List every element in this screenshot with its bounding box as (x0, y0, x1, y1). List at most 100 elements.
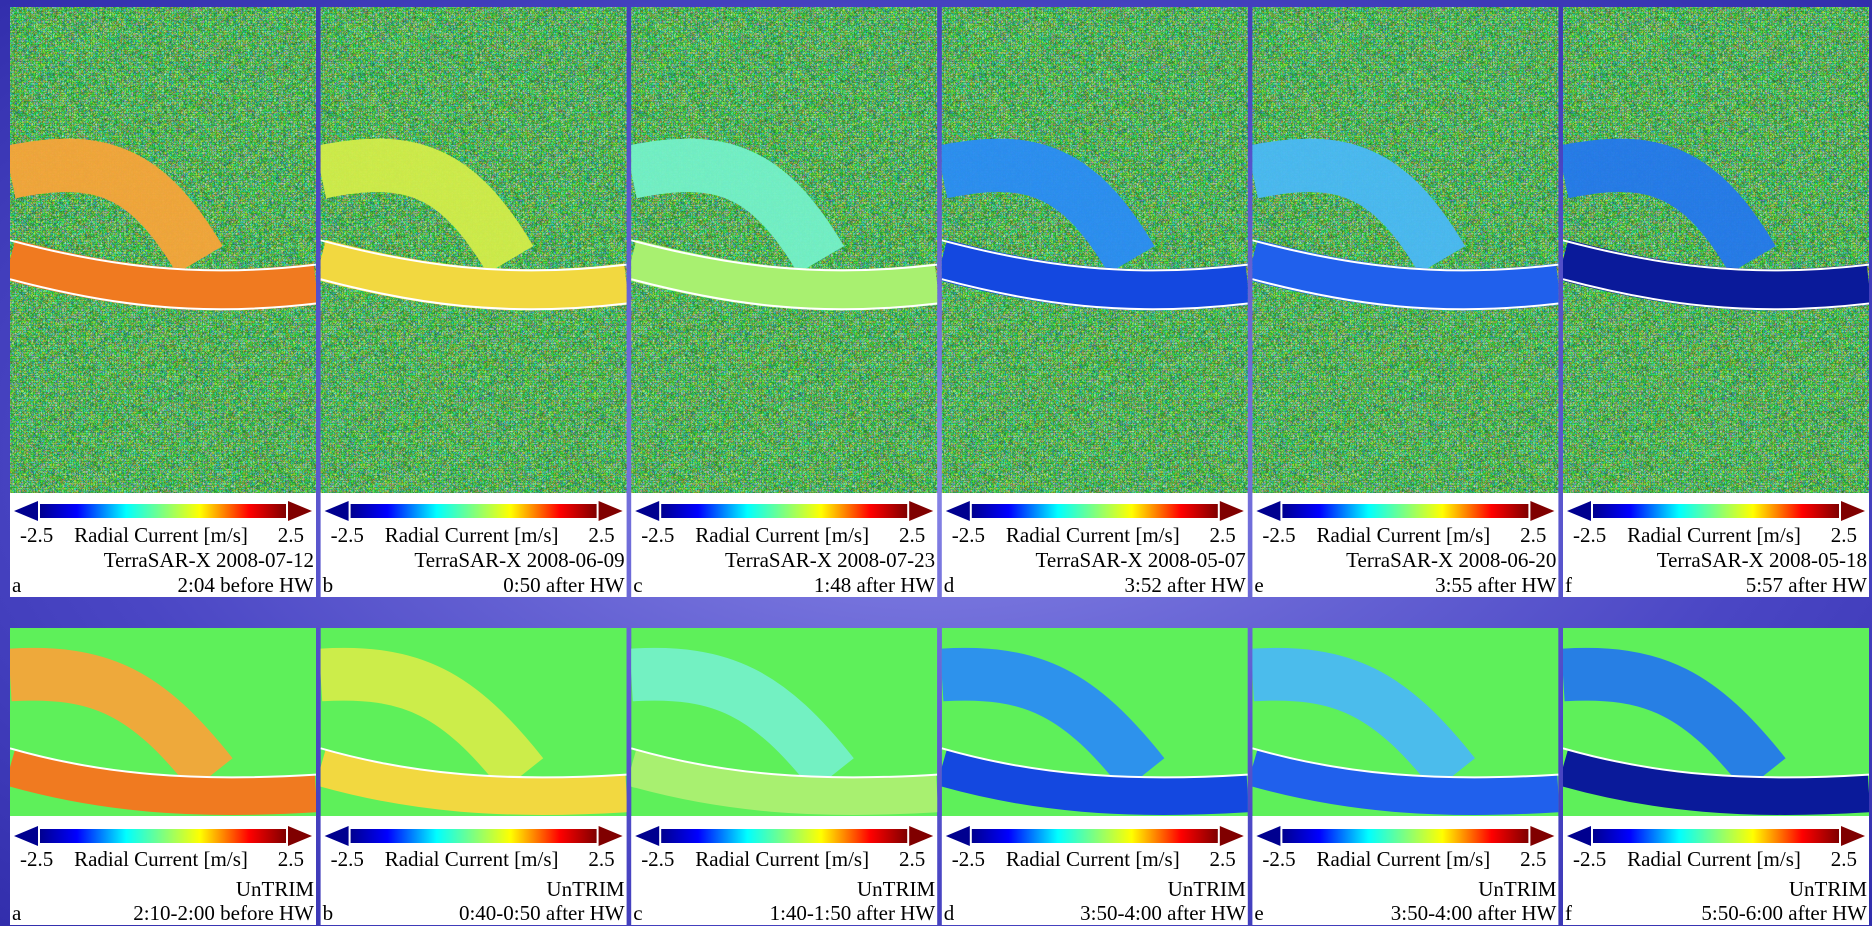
source: TerraSAR-X 2008-07-23 (725, 548, 935, 572)
panel-letter: f (1565, 901, 1572, 925)
colorbar (40, 829, 286, 843)
scale-min: -2.5 (1262, 847, 1295, 871)
time: 3:52 after HW (1125, 573, 1246, 597)
time: 3:50-4:00 after HW (1080, 901, 1246, 925)
panel-image (1252, 628, 1558, 816)
scale-label: Radial Current [m/s] (74, 847, 248, 871)
panel: -2.5 Radial Current [m/s] 2.5TerraSAR-X 20… (10, 7, 316, 597)
scale-label: Radial Current [m/s] (1006, 847, 1180, 871)
panel-image (1252, 7, 1558, 493)
panel-letter: f (1565, 573, 1572, 597)
panel: -2.5 Radial Current [m/s] 2.5 UnTRIM e 3:50-4… (1252, 628, 1558, 925)
source: TerraSAR-X 2008-05-07 (1036, 548, 1246, 572)
scale-min: -2.5 (952, 523, 985, 547)
time: 3:55 after HW (1435, 573, 1556, 597)
time: 1:48 after HW (814, 573, 935, 597)
scale-label: Radial Current [m/s] (1317, 847, 1491, 871)
colorbar (661, 829, 907, 843)
panel-letter: e (1254, 901, 1263, 925)
scale-label: Radial Current [m/s] (1317, 523, 1491, 547)
time: 0:40-0:50 after HW (459, 901, 625, 925)
scale-max: 2.5 (278, 847, 304, 871)
panel-image (631, 628, 937, 816)
source: UnTRIM (1789, 877, 1867, 901)
time: 5:50-6:00 after HW (1701, 901, 1867, 925)
scale-max: 2.5 (1210, 847, 1236, 871)
scale-max: 2.5 (1520, 847, 1546, 871)
scale-max: 2.5 (899, 523, 925, 547)
time: 2:04 before HW (178, 573, 315, 597)
source: UnTRIM (1168, 877, 1246, 901)
colorbar (972, 829, 1218, 843)
scale-min: -2.5 (331, 523, 364, 547)
source: TerraSAR-X 2008-07-12 (104, 548, 314, 572)
source: TerraSAR-X 2008-06-20 (1346, 548, 1556, 572)
panel-letter: d (944, 573, 955, 597)
scale-max: 2.5 (588, 847, 614, 871)
source: UnTRIM (1478, 877, 1556, 901)
figure: -2.5Radial Current [m/s]2.5TerraSAR-X 20… (0, 0, 1872, 926)
scale-label: Radial Current [m/s] (695, 847, 869, 871)
scale-label: Radial Current [m/s] (1627, 847, 1801, 871)
scale-max: 2.5 (1831, 523, 1857, 547)
panel-letter: d (944, 901, 955, 925)
scale-min: -2.5 (20, 523, 53, 547)
colorbar (40, 504, 286, 518)
time: 2:10-2:00 before HW (133, 901, 314, 925)
panel-letter: b (323, 573, 334, 597)
scale-label: Radial Current [m/s] (74, 523, 248, 547)
scale-label: Radial Current [m/s] (695, 523, 869, 547)
colorbar (1282, 504, 1528, 518)
scale-max: 2.5 (1520, 523, 1546, 547)
colorbar (661, 504, 907, 518)
time: 5:57 after HW (1746, 573, 1867, 597)
source: UnTRIM (546, 877, 624, 901)
panel-letter: e (1254, 573, 1263, 597)
panel-letter: b (323, 901, 334, 925)
panel-letter: c (633, 901, 642, 925)
scale-min: -2.5 (1262, 523, 1295, 547)
panel-image (10, 628, 316, 816)
scale-max: 2.5 (278, 523, 304, 547)
scale-label: Radial Current [m/s] (385, 847, 559, 871)
source: TerraSAR-X 2008-06-09 (414, 548, 624, 572)
scale-max: 2.5 (588, 523, 614, 547)
panel-image (942, 7, 1248, 493)
colorbar (1593, 504, 1839, 518)
time: 3:50-4:00 after HW (1391, 901, 1557, 925)
colorbar (351, 504, 597, 518)
scale-label: Radial Current [m/s] (385, 523, 559, 547)
scale-min: -2.5 (952, 847, 985, 871)
scale-min: -2.5 (1573, 847, 1606, 871)
colorbar (1593, 829, 1839, 843)
panel-image (321, 628, 627, 816)
scale-max: 2.5 (1831, 847, 1857, 871)
panel-image (1563, 7, 1869, 493)
source: TerraSAR-X 2008-05-18 (1657, 548, 1867, 572)
scale-min: -2.5 (641, 847, 674, 871)
scale-min: -2.5 (20, 847, 53, 871)
panel-letter: c (633, 573, 642, 597)
scale-label: Radial Current [m/s] (1006, 523, 1180, 547)
colorbar (351, 829, 597, 843)
panel-image (1563, 628, 1869, 816)
panel: -2.5 Radial Current [m/s] 2.5 UnTRIM d 3:50-4… (942, 628, 1248, 925)
panel-image (942, 628, 1248, 816)
scale-min: -2.5 (641, 523, 674, 547)
scale-label: Radial Current [m/s] (1627, 523, 1801, 547)
panel-image (631, 7, 937, 493)
colorbar (1282, 829, 1528, 843)
time: 1:40-1:50 after HW (770, 901, 936, 925)
time: 0:50 after HW (503, 573, 624, 597)
scale-max: 2.5 (1210, 523, 1236, 547)
scale-max: 2.5 (899, 847, 925, 871)
source: UnTRIM (857, 877, 935, 901)
panel: -2.5Radial Current [m/s]2.5TerraSAR-X 20… (1563, 7, 1869, 597)
panel-image (10, 7, 316, 493)
